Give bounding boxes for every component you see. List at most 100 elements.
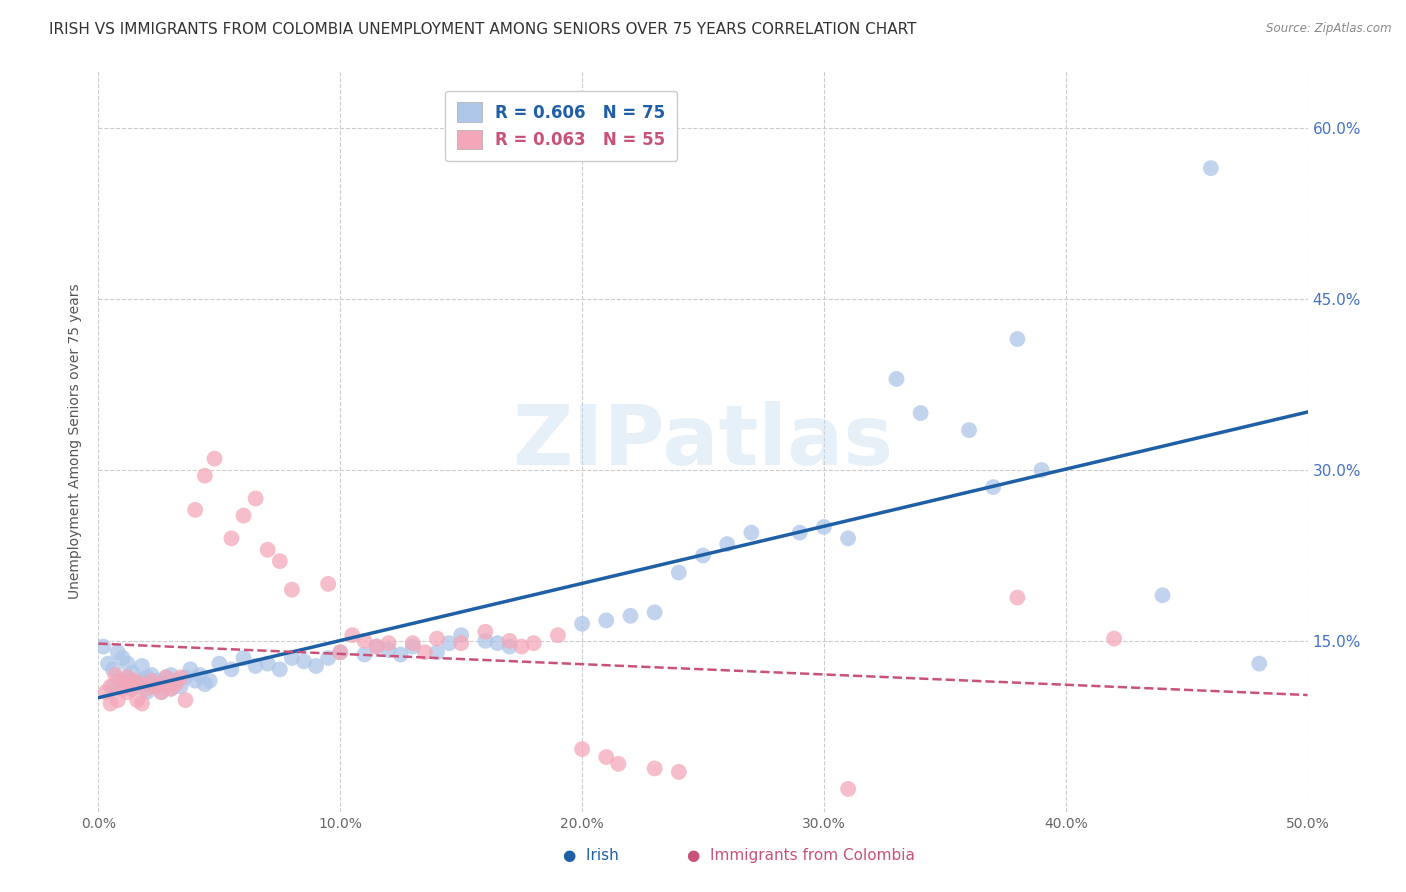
Point — [160, 681, 183, 696]
Point — [523, 636, 546, 650]
Point — [117, 685, 139, 699]
Point — [813, 520, 835, 534]
Point — [194, 468, 217, 483]
Point — [789, 525, 811, 540]
Text: ●  Immigrants from Colombia: ● Immigrants from Colombia — [688, 848, 915, 863]
Point — [607, 756, 630, 771]
Point — [377, 643, 399, 657]
Point — [150, 685, 173, 699]
Point — [165, 673, 187, 688]
Point — [135, 670, 157, 684]
Point — [111, 651, 134, 665]
Point — [426, 645, 449, 659]
Point — [571, 742, 593, 756]
Point — [179, 662, 201, 676]
Point — [141, 668, 163, 682]
Point — [1199, 161, 1222, 176]
Point — [141, 673, 163, 688]
Point — [644, 761, 666, 775]
Point — [716, 537, 738, 551]
Point — [740, 525, 762, 540]
Point — [131, 673, 153, 688]
Point — [402, 640, 425, 654]
Point — [957, 423, 980, 437]
Point — [174, 693, 197, 707]
Point — [389, 648, 412, 662]
Point — [169, 680, 191, 694]
Point — [353, 648, 375, 662]
Point — [402, 636, 425, 650]
Point — [108, 673, 131, 688]
Point — [127, 693, 149, 707]
Point — [160, 681, 183, 696]
Point — [131, 659, 153, 673]
Point — [353, 633, 375, 648]
Point — [595, 613, 617, 627]
Point — [91, 640, 114, 654]
Point — [547, 628, 569, 642]
Point — [121, 681, 143, 696]
Point — [232, 508, 254, 523]
Point — [107, 645, 129, 659]
Text: Source: ZipAtlas.com: Source: ZipAtlas.com — [1267, 22, 1392, 36]
Point — [100, 697, 122, 711]
Point — [117, 670, 139, 684]
Point — [619, 608, 641, 623]
Point — [595, 750, 617, 764]
Point — [198, 673, 221, 688]
Point — [145, 680, 167, 694]
Point — [124, 673, 146, 688]
Point — [426, 632, 449, 646]
Point — [329, 645, 352, 659]
Point — [121, 680, 143, 694]
Point — [101, 662, 124, 676]
Text: IRISH VS IMMIGRANTS FROM COLOMBIA UNEMPLOYMENT AMONG SENIORS OVER 75 YEARS CORRE: IRISH VS IMMIGRANTS FROM COLOMBIA UNEMPL… — [49, 22, 917, 37]
Point — [245, 659, 267, 673]
Point — [155, 670, 177, 684]
Point — [692, 549, 714, 563]
Point — [256, 657, 278, 671]
Point — [366, 640, 388, 654]
Point — [145, 673, 167, 688]
Point — [510, 640, 533, 654]
Point — [316, 651, 339, 665]
Point — [437, 636, 460, 650]
Point — [165, 677, 187, 691]
Point — [188, 668, 211, 682]
Point — [1152, 588, 1174, 602]
Point — [184, 503, 207, 517]
Point — [141, 680, 163, 694]
Point — [498, 640, 520, 654]
Point — [174, 670, 197, 684]
Point — [837, 532, 859, 546]
Point — [232, 651, 254, 665]
Point — [135, 685, 157, 699]
Point — [127, 677, 149, 691]
Point — [204, 451, 226, 466]
Point — [450, 628, 472, 642]
Point — [194, 677, 217, 691]
Point — [366, 640, 388, 654]
Point — [101, 680, 124, 694]
Point — [1249, 657, 1271, 671]
Legend: R = 0.606   N = 75, R = 0.063   N = 55: R = 0.606 N = 75, R = 0.063 N = 55 — [446, 91, 678, 161]
Point — [450, 636, 472, 650]
Point — [155, 670, 177, 684]
Point — [150, 677, 173, 691]
Point — [668, 566, 690, 580]
Point — [269, 662, 291, 676]
Point — [117, 670, 139, 684]
Point — [245, 491, 267, 506]
Point — [169, 670, 191, 684]
Point — [837, 781, 859, 796]
Point — [292, 654, 315, 668]
Point — [131, 677, 153, 691]
Point — [256, 542, 278, 557]
Point — [97, 657, 120, 671]
Point — [221, 532, 243, 546]
Text: ZIPatlas: ZIPatlas — [513, 401, 893, 482]
Point — [269, 554, 291, 568]
Point — [208, 657, 231, 671]
Point — [981, 480, 1004, 494]
Point — [111, 673, 134, 688]
